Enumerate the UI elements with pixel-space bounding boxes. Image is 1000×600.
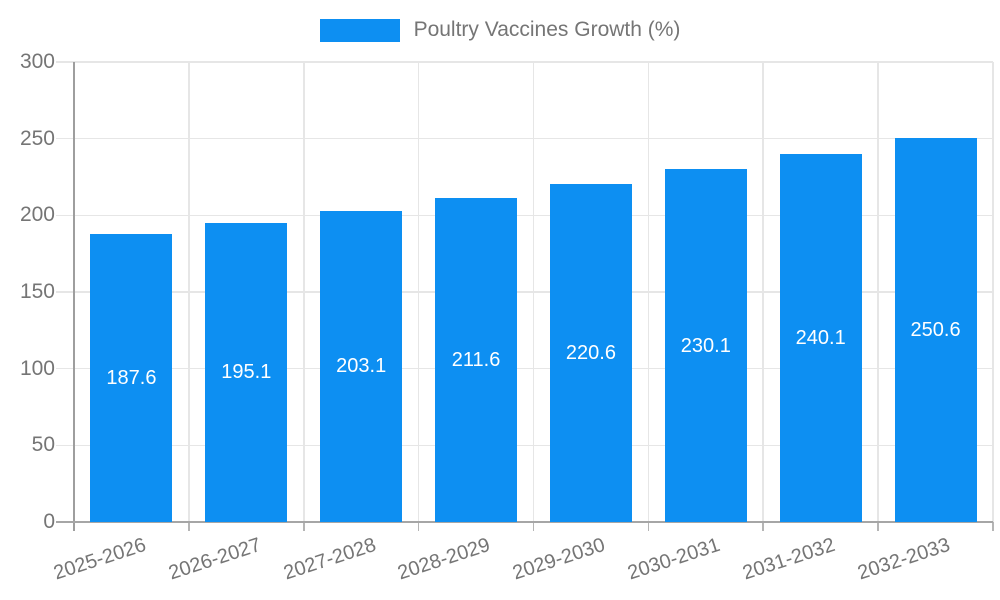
x-axis-label: 2025-2026 [50, 533, 149, 585]
x-gridline [647, 62, 650, 522]
legend-swatch-icon[interactable] [319, 18, 400, 42]
x-axis-tick [992, 522, 994, 531]
x-axis-label: 2032-2033 [854, 533, 953, 585]
y-axis-label: 50 [31, 433, 55, 457]
x-gridline [188, 62, 190, 522]
x-axis-tick [532, 522, 535, 531]
x-axis-tick [417, 522, 420, 531]
bar-value-label: 195.1 [221, 361, 272, 384]
bar[interactable] [894, 137, 977, 522]
y-gridline [56, 214, 993, 217]
y-axis-label: 300 [19, 50, 55, 73]
x-axis-tick [877, 522, 879, 531]
y-axis-label: 0 [43, 510, 55, 533]
x-axis-tick [188, 522, 190, 531]
y-axis-line [73, 62, 75, 531]
bar-value-label: 240.1 [795, 326, 846, 349]
y-axis-label: 200 [19, 203, 55, 227]
x-axis-tick [647, 522, 650, 531]
bar[interactable] [90, 234, 173, 522]
y-gridline [56, 61, 993, 63]
y-axis-label: 250 [19, 126, 55, 150]
y-gridline [56, 367, 993, 370]
bar-value-label: 211.6 [451, 348, 501, 371]
bar-value-label: 187.6 [106, 367, 157, 390]
x-axis-label: 2027-2028 [280, 533, 379, 585]
x-gridline [877, 62, 879, 522]
x-gridline [762, 62, 765, 522]
y-gridline [56, 137, 993, 140]
y-gridline [56, 291, 993, 293]
x-axis-label: 2031-2032 [740, 533, 838, 585]
bar[interactable] [779, 153, 862, 522]
x-gridline [992, 62, 994, 522]
x-axis-label: 2028-2029 [395, 533, 494, 585]
bar-value-label: 230.1 [680, 334, 731, 357]
bar[interactable] [664, 169, 747, 522]
x-axis-label: 2029-2030 [510, 533, 609, 585]
x-gridline [532, 62, 535, 522]
x-axis-tick [302, 522, 305, 531]
y-axis-label: 150 [19, 280, 55, 303]
bar[interactable] [205, 222, 288, 522]
bar-value-label: 250.6 [910, 318, 961, 341]
y-axis-label: 100 [19, 356, 55, 380]
x-axis-tick [762, 522, 765, 531]
bar-value-label: 203.1 [336, 355, 387, 378]
legend-label: Poultry Vaccines Growth (%) [413, 18, 681, 41]
legend: Poultry Vaccines Growth (%) [0, 18, 1000, 42]
x-axis-line [56, 521, 993, 523]
bar-value-label: 220.6 [565, 341, 616, 364]
bar[interactable] [320, 210, 403, 522]
x-axis-label: 2026-2027 [165, 533, 264, 585]
x-gridline [417, 62, 420, 522]
bar[interactable] [549, 183, 632, 522]
y-gridline [56, 444, 993, 447]
bar[interactable] [435, 197, 518, 522]
x-axis-label: 2030-2031 [625, 533, 723, 585]
x-gridline [302, 62, 305, 522]
